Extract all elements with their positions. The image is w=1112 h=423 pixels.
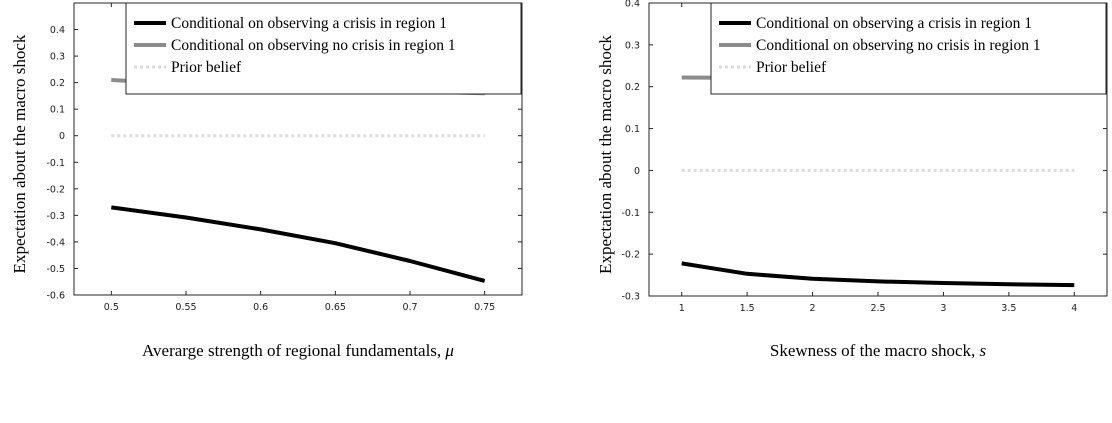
x-tick-label: 0.55 — [175, 302, 196, 313]
x-tick-label: 1.5 — [740, 303, 755, 314]
y-tick-label: 0.3 — [50, 52, 65, 63]
y-tick-label: -0.2 — [46, 184, 65, 195]
x-tick-label: 0.65 — [325, 302, 346, 313]
x-tick-label: 4 — [1071, 303, 1077, 314]
y-tick-label: 0.4 — [50, 25, 65, 36]
x-tick-label: 0.6 — [253, 302, 268, 313]
y-tick-label: -0.1 — [46, 158, 65, 169]
legend-label: Conditional on observing no crisis in re… — [171, 37, 456, 54]
y-tick-label: 0 — [59, 131, 65, 142]
legend-label: Conditional on observing a crisis in reg… — [171, 15, 447, 32]
y-tick-label: 0.1 — [50, 105, 65, 116]
y-axis-label: Expectation about the macro shock — [596, 35, 615, 274]
y-tick-label: 0.1 — [625, 124, 640, 135]
x-tick-label: 1 — [679, 303, 685, 314]
series-line-1 — [111, 205, 486, 283]
legend-label: Prior belief — [756, 59, 827, 76]
chart-panel-2: 1 1.5 2 2.5 3 3.5 4 -0.3 -0.2 -0.1 0 0.1 0.2 0.3 0.4 Ex… — [596, 0, 1108, 360]
y-tick-label: -0.3 — [46, 211, 65, 222]
y-tick-label: -0.3 — [621, 292, 640, 303]
x-axis-label: Skewness of the macro shock, s — [770, 341, 987, 360]
legend: Conditional on observing a crisis in reg… — [710, 2, 1107, 95]
y-tick-label: -0.2 — [621, 250, 640, 261]
x-axis-label-symbol: s — [980, 341, 987, 360]
y-tick-label: 0.3 — [625, 40, 640, 51]
y-axis-label: Expectation about the macro shock — [10, 34, 29, 273]
legend-box — [125, 2, 522, 95]
y-tick-label: -0.6 — [46, 291, 65, 302]
y-tick-label: 0.4 — [625, 0, 640, 10]
x-tick-label: 2 — [810, 303, 816, 314]
legend-box — [710, 2, 1107, 95]
x-axis-label-text: Averarge strength of regional fundamenta… — [142, 341, 445, 360]
legend-label: Prior belief — [171, 59, 242, 76]
x-tick-label: 0.5 — [104, 302, 119, 313]
x-tick-label: 3.5 — [1001, 303, 1016, 314]
legend-label: Conditional on observing no crisis in re… — [756, 37, 1041, 54]
y-tick-label: 0.2 — [50, 78, 65, 89]
x-tick-label: 2.5 — [870, 303, 885, 314]
y-tick-label: -0.1 — [621, 208, 640, 219]
x-axis-label: Averarge strength of regional fundamenta… — [142, 341, 454, 360]
x-axis-label-symbol: μ — [444, 341, 454, 360]
y-tick-label: 0.2 — [625, 82, 640, 93]
y-tick-label: -0.5 — [46, 264, 65, 275]
x-axis-label-text: Skewness of the macro shock, — [770, 341, 980, 360]
x-tick-label: 0.75 — [474, 302, 495, 313]
x-tick-label: 0.7 — [402, 302, 417, 313]
series-line-1 — [681, 261, 1075, 288]
x-tick-label: 3 — [940, 303, 946, 314]
y-tick-label: 0 — [634, 166, 640, 177]
y-tick-label: -0.4 — [46, 237, 65, 248]
legend-label: Conditional on observing a crisis in reg… — [756, 15, 1032, 32]
legend: Conditional on observing a crisis in reg… — [125, 2, 522, 95]
chart-panel-1: 0.5 0.55 0.6 0.65 0.7 0.75 -0.6 -0.5 -0.4 -0.3 -0.… — [10, 2, 523, 360]
